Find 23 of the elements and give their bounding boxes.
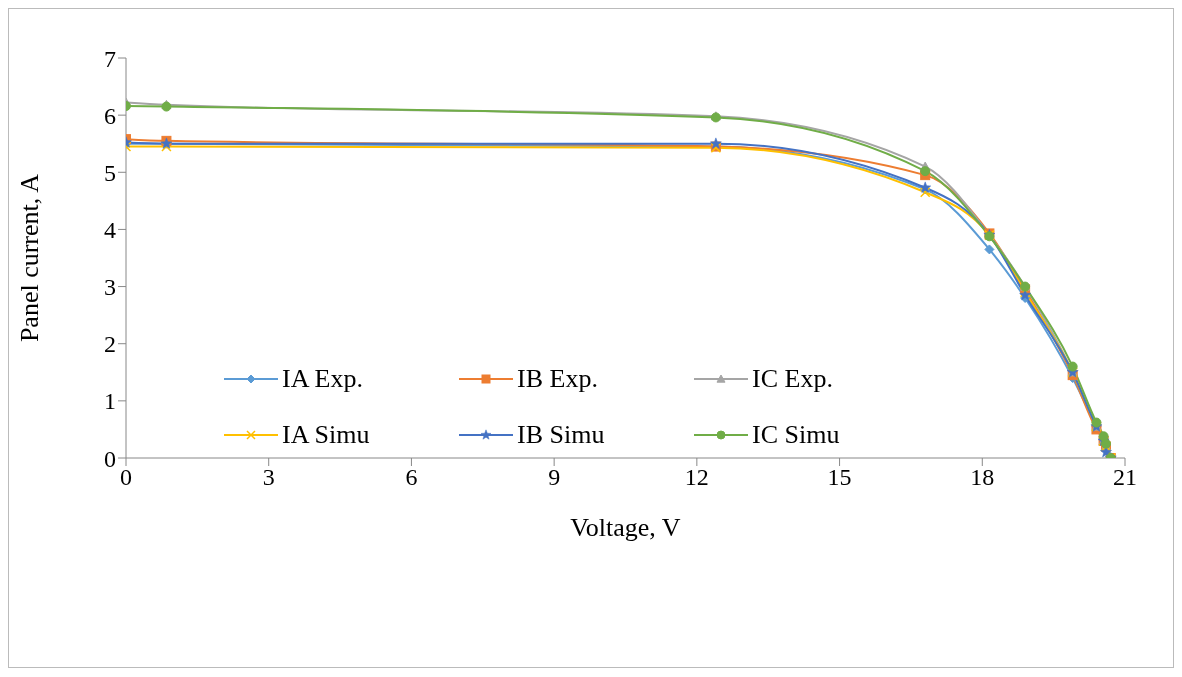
legend-label: IB Simu [517,420,605,450]
y-tick-label: 5 [104,159,116,186]
x-tick-label: 12 [684,464,709,491]
x-tick-label: 6 [405,464,418,491]
y-tick-label: 6 [104,102,116,129]
x-tick-label: 15 [827,464,852,491]
legend-label: IB Exp. [517,364,598,394]
x-tick-label: 9 [548,464,561,491]
legend-label: IA Simu [282,420,370,450]
y-tick-label: 1 [104,388,116,415]
legend-label: IC Simu [752,420,840,450]
y-tick-label: 2 [104,331,116,358]
y-tick-label: 7 [104,45,116,72]
y-tick-label: 4 [104,216,116,243]
x-tick-label: 21 [1113,464,1137,491]
y-axis-title: Panel current, A [15,173,45,343]
y-tick-label: 3 [104,274,116,301]
x-axis-title: Voltage, V [570,513,681,543]
y-tick-label: 0 [104,445,116,472]
legend-label: IA Exp. [282,364,363,394]
legend-label: IC Exp. [752,364,833,394]
x-tick-label: 3 [262,464,275,491]
x-tick-label: 18 [970,464,995,491]
